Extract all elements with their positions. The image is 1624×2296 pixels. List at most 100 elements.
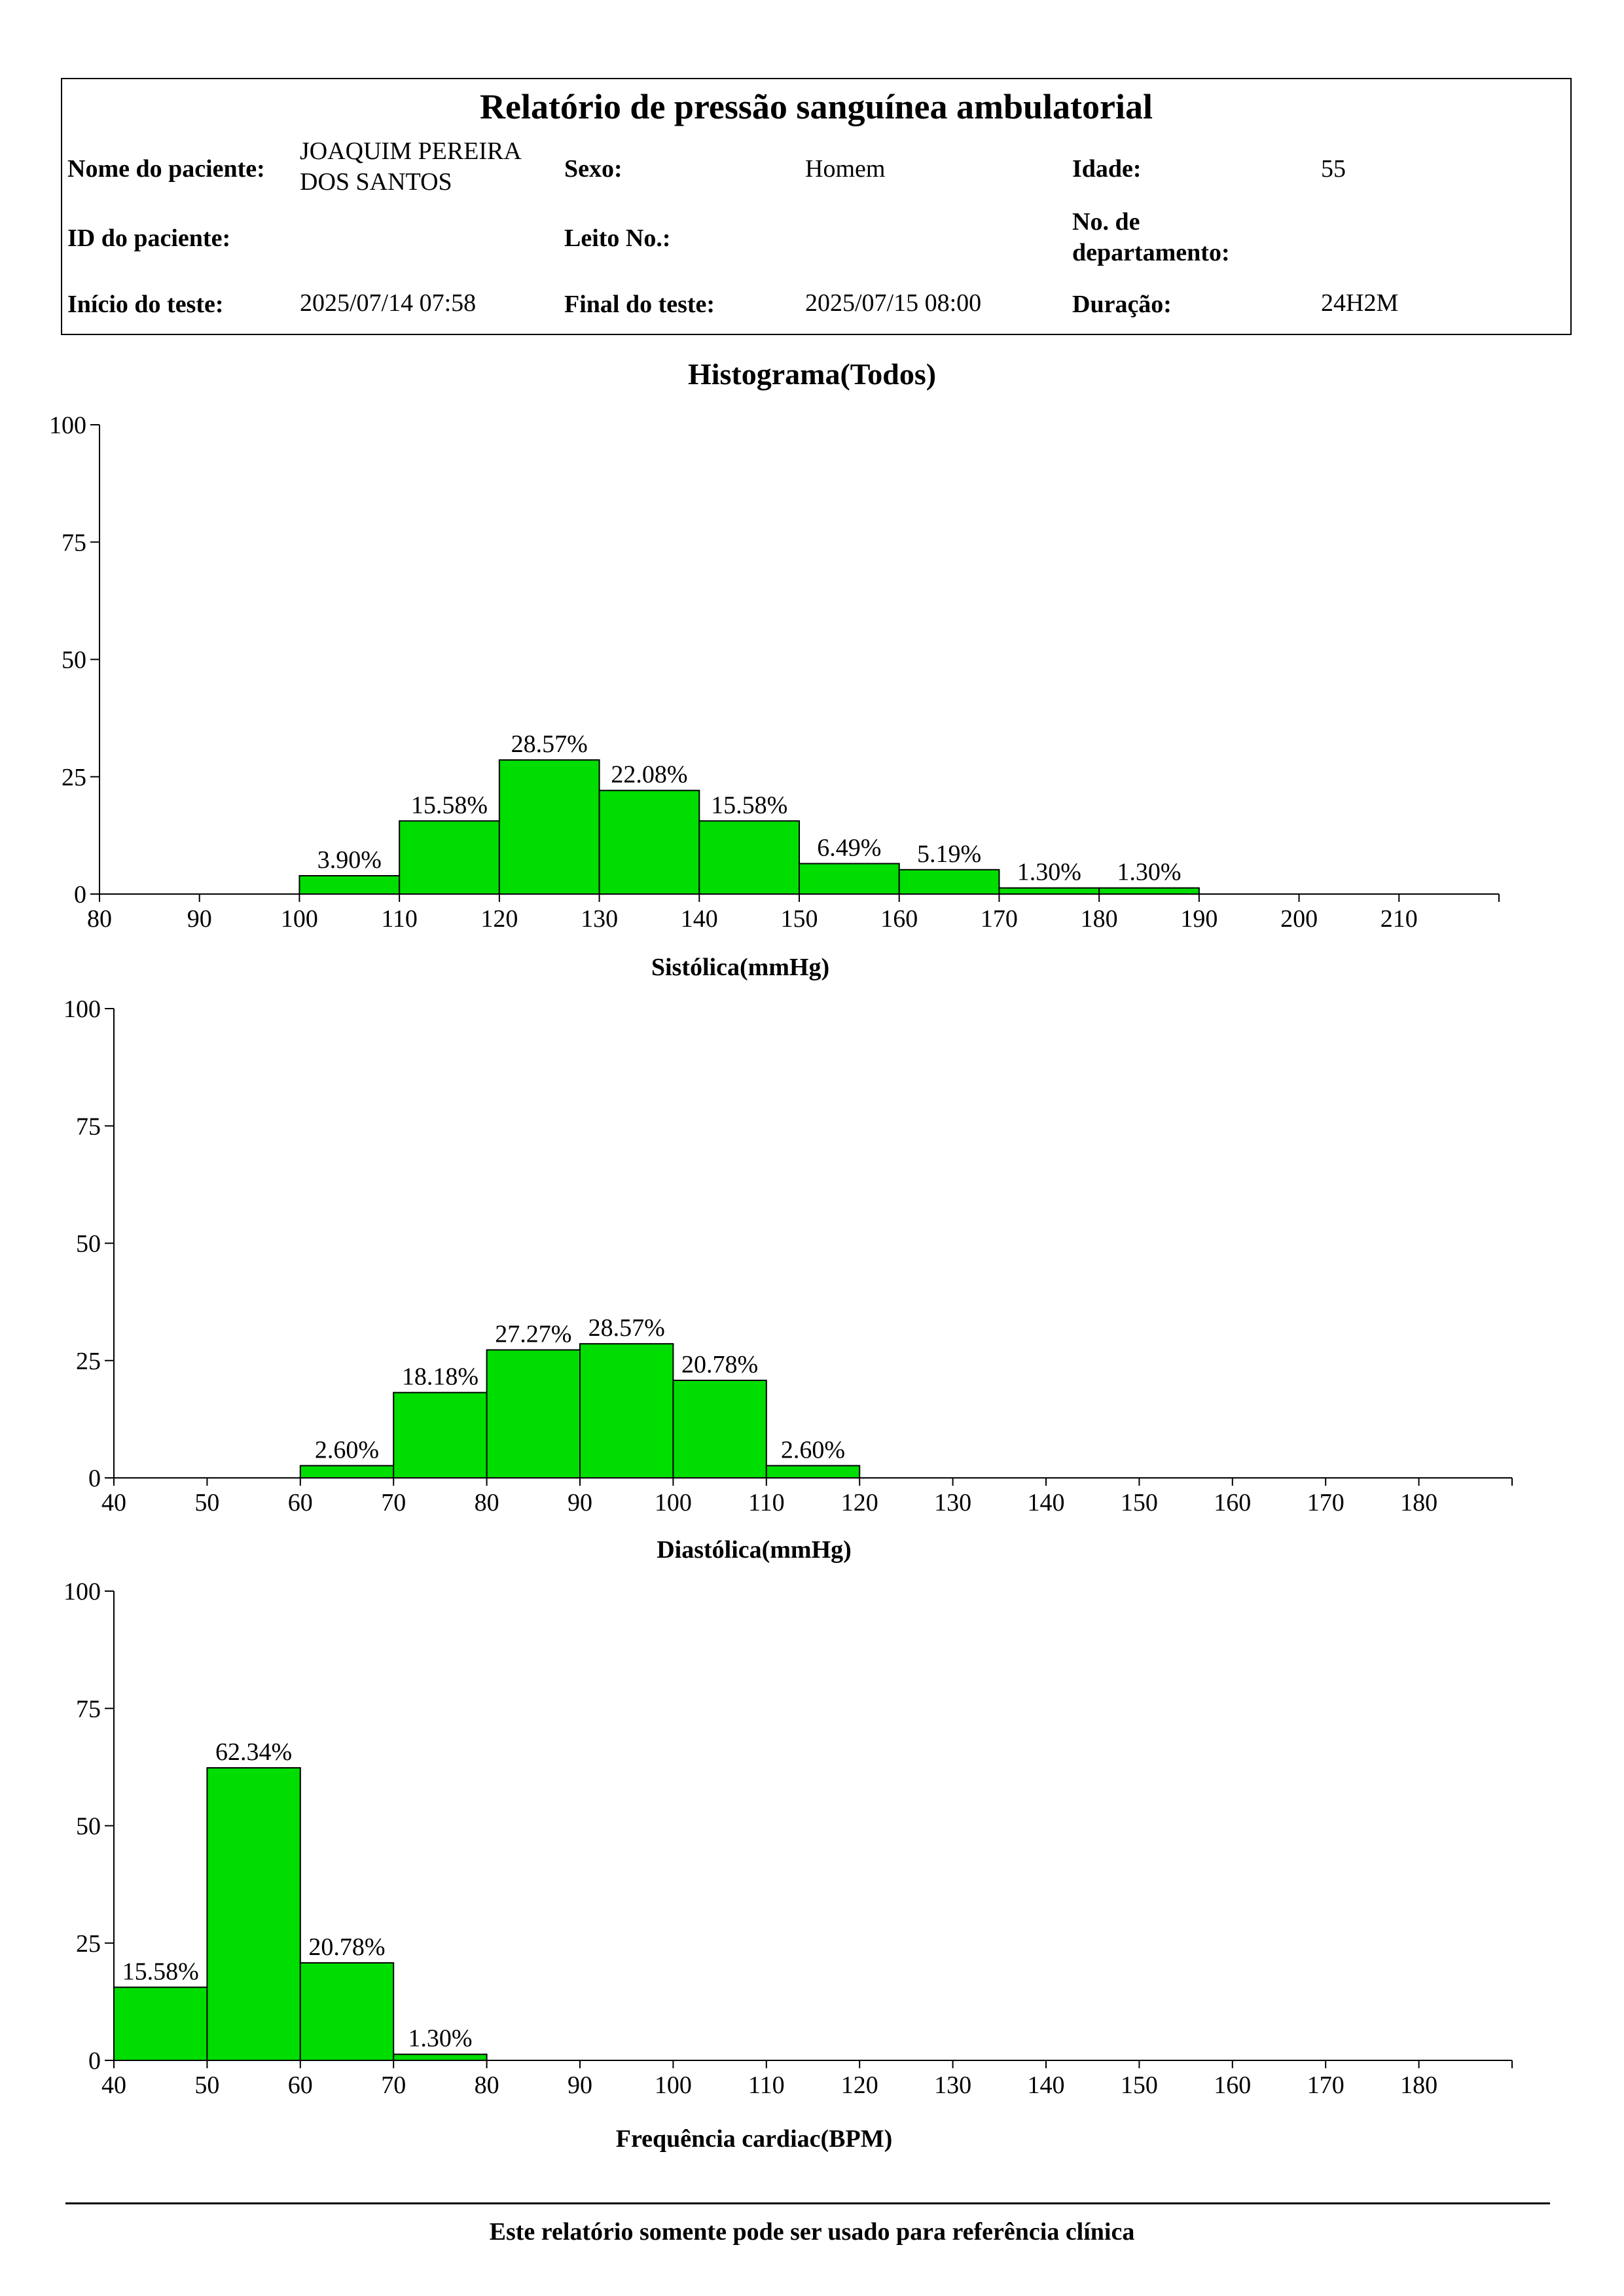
diastolic-bar bbox=[393, 1391, 488, 1479]
heart-rate-bar bbox=[393, 2053, 488, 2062]
heart-rate-x-tick-label: 40 bbox=[101, 2072, 126, 2099]
heart-rate-x-tick-label: 100 bbox=[655, 2072, 692, 2099]
dept-label-line1: No. de bbox=[1072, 208, 1140, 236]
systolic-bar-label: 5.19% bbox=[917, 840, 981, 868]
systolic-bar bbox=[298, 875, 401, 895]
systolic-x-tick-label: 190 bbox=[1180, 905, 1218, 933]
diastolic-y-tick-label: 25 bbox=[76, 1348, 101, 1375]
end-label: Final do teste: bbox=[564, 291, 715, 318]
patient-id-label: ID do paciente: bbox=[67, 224, 231, 252]
systolic-x-tick-label: 200 bbox=[1280, 905, 1318, 933]
start-label: Início do teste: bbox=[67, 291, 224, 318]
diastolic-bar-label: 20.78% bbox=[681, 1351, 758, 1378]
diastolic-bar bbox=[765, 1465, 861, 1479]
diastolic-x-tick-label: 60 bbox=[288, 1489, 313, 1516]
bed-label: Leito No.: bbox=[564, 224, 671, 252]
diastolic-bar-label: 27.27% bbox=[495, 1320, 571, 1348]
heart-rate-x-tick-label: 70 bbox=[381, 2072, 406, 2099]
diastolic-bar-label: 28.57% bbox=[588, 1314, 665, 1342]
diastolic-y-tick-label: 100 bbox=[63, 996, 101, 1023]
systolic-x-tick-label: 130 bbox=[581, 905, 618, 933]
diastolic-bar bbox=[299, 1465, 395, 1479]
systolic-x-tick-label: 100 bbox=[281, 905, 318, 933]
diastolic-x-tick-label: 150 bbox=[1121, 1489, 1158, 1516]
diastolic-bar bbox=[579, 1343, 674, 1479]
systolic-y-tick-label: 50 bbox=[62, 647, 86, 674]
dept-label-line2: departamento: bbox=[1072, 239, 1230, 266]
systolic-x-tick-label: 210 bbox=[1380, 905, 1418, 933]
systolic-bar bbox=[399, 820, 500, 895]
diastolic-y-tick-label: 50 bbox=[76, 1230, 101, 1258]
diastolic-bar bbox=[486, 1349, 581, 1479]
diastolic-x-tick-label: 100 bbox=[655, 1489, 692, 1516]
systolic-x-tick-label: 110 bbox=[381, 905, 418, 933]
diastolic-bar-label: 2.60% bbox=[315, 1436, 379, 1463]
heart-rate-bar bbox=[299, 1962, 395, 2061]
diastolic-bar-label: 2.60% bbox=[781, 1436, 845, 1463]
systolic-y-tick-label: 25 bbox=[62, 764, 86, 791]
age-label: Idade: bbox=[1072, 155, 1142, 183]
diastolic-x-tick-label: 110 bbox=[748, 1489, 785, 1516]
heart-rate-y-tick-label: 75 bbox=[76, 1695, 101, 1723]
systolic-x-tick-label: 140 bbox=[681, 905, 718, 933]
diastolic-x-tick-label: 70 bbox=[381, 1489, 406, 1516]
diastolic-x-tick-label: 160 bbox=[1214, 1489, 1251, 1516]
duration-label: Duração: bbox=[1072, 291, 1172, 318]
heart-rate-bar-label: 1.30% bbox=[408, 2025, 472, 2053]
heart-rate-x-axis-label: Frequência cardiac(BPM) bbox=[616, 2125, 892, 2153]
heart-rate-x-tick-label: 170 bbox=[1307, 2072, 1344, 2099]
sex-value: Homem bbox=[805, 155, 886, 183]
heart-rate-x-tick-label: 110 bbox=[748, 2072, 785, 2099]
systolic-y-tick-label: 75 bbox=[62, 529, 86, 556]
systolic-bar bbox=[1098, 887, 1200, 895]
diastolic-y-tick-label: 75 bbox=[76, 1113, 101, 1140]
heart-rate-x-tick-label: 150 bbox=[1121, 2072, 1158, 2099]
heart-rate-histogram: 15.58% 62.34% 20.78% 1.30% 0 25 50 75 100 40 50 60 7… bbox=[63, 1578, 1513, 2153]
heart-rate-x-tick-label: 120 bbox=[841, 2072, 878, 2099]
systolic-bar-label: 15.58% bbox=[711, 791, 787, 819]
report-title: Relatório de pressão sanguínea ambulator… bbox=[479, 87, 1153, 126]
diastolic-x-axis-label: Diastólica(mmHg) bbox=[657, 1536, 852, 1564]
patient-name-label: Nome do paciente: bbox=[67, 155, 265, 183]
diastolic-x-tick-label: 120 bbox=[841, 1489, 878, 1516]
patient-name-line1: JOAQUIM PEREIRA bbox=[300, 137, 522, 165]
systolic-bar bbox=[998, 887, 1100, 895]
diastolic-y-tick-label: 0 bbox=[88, 1465, 101, 1492]
systolic-x-tick-label: 180 bbox=[1081, 905, 1118, 933]
histogram-section-title: Histograma(Todos) bbox=[687, 357, 937, 391]
systolic-bar-label: 22.08% bbox=[611, 761, 687, 789]
diastolic-x-tick-label: 130 bbox=[934, 1489, 971, 1516]
sex-label: Sexo: bbox=[564, 155, 623, 183]
systolic-bar-label: 28.57% bbox=[511, 730, 588, 758]
systolic-histogram: 3.90% 15.58% 28.57% 22.08% 15.58% 6.49% 5.19% 1… bbox=[49, 412, 1500, 981]
diastolic-bar bbox=[672, 1380, 767, 1479]
heart-rate-x-tick-label: 90 bbox=[568, 2072, 592, 2099]
heart-rate-y-tick-label: 25 bbox=[76, 1930, 101, 1958]
systolic-bar bbox=[898, 869, 1000, 895]
systolic-y-tick-label: 0 bbox=[74, 881, 86, 908]
heart-rate-y-tick-label: 0 bbox=[88, 2047, 101, 2075]
systolic-x-tick-label: 160 bbox=[880, 905, 918, 933]
systolic-bar bbox=[799, 863, 900, 895]
systolic-x-tick-label: 170 bbox=[981, 905, 1018, 933]
systolic-bar-label: 1.30% bbox=[1117, 859, 1181, 886]
duration-value: 24H2M bbox=[1321, 289, 1399, 317]
systolic-x-tick-label: 80 bbox=[87, 905, 112, 933]
patient-name-line2: DOS SANTOS bbox=[300, 168, 452, 196]
systolic-x-tick-label: 150 bbox=[781, 905, 818, 933]
footer-divider bbox=[65, 2202, 1550, 2204]
systolic-bar-label: 1.30% bbox=[1017, 859, 1081, 886]
heart-rate-bar-label: 20.78% bbox=[308, 1933, 385, 1961]
systolic-x-tick-label: 120 bbox=[480, 905, 518, 933]
heart-rate-bar bbox=[206, 1767, 301, 2061]
heart-rate-x-tick-label: 180 bbox=[1400, 2072, 1437, 2099]
diastolic-x-tick-label: 90 bbox=[568, 1489, 592, 1516]
heart-rate-x-tick-label: 130 bbox=[934, 2072, 971, 2099]
diastolic-x-tick-label: 170 bbox=[1307, 1489, 1344, 1516]
diastolic-histogram: 2.60% 18.18% 27.27% 28.57% 20.78% 2.60% 0 25 50 7… bbox=[63, 996, 1513, 1564]
heart-rate-bar-label: 62.34% bbox=[215, 1738, 292, 1766]
diastolic-x-tick-label: 40 bbox=[101, 1489, 126, 1516]
systolic-bar-label: 6.49% bbox=[817, 834, 881, 861]
diastolic-x-tick-label: 180 bbox=[1400, 1489, 1437, 1516]
systolic-y-tick-label: 100 bbox=[49, 412, 86, 439]
